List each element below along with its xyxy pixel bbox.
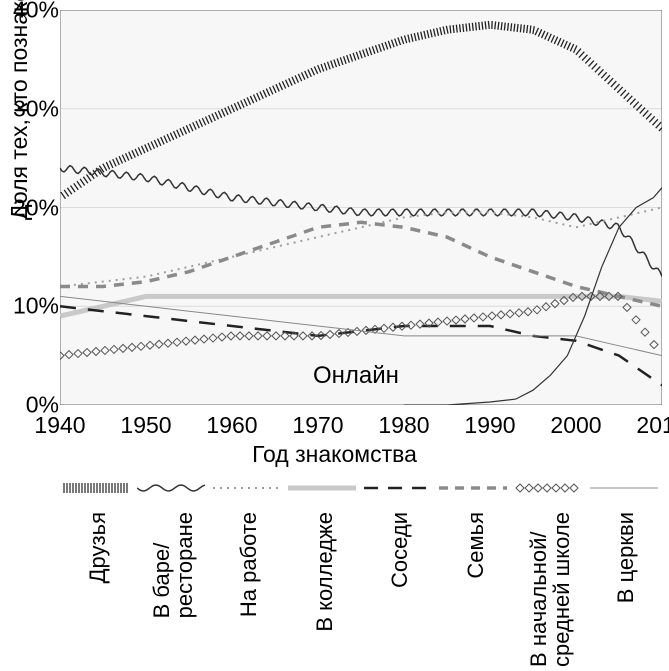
y-tick-label: 40%	[13, 0, 59, 24]
legend-swatch	[288, 480, 360, 504]
y-tick-label: 20%	[13, 194, 59, 221]
legend-item-church: В церкви	[590, 480, 662, 667]
chart-container: Доля тех, кто познакомился этим способом…	[0, 0, 669, 671]
x-tick-label: 1960	[206, 412, 257, 439]
x-tick-label: 1970	[292, 412, 343, 439]
legend-label: Друзья	[86, 512, 109, 583]
inline-annotation: Онлайн	[313, 362, 399, 390]
legend-item-bar_restaurant: В баре/ ресторане	[137, 480, 209, 667]
x-tick-label: 1940	[34, 412, 85, 439]
legend-label: В начальной/ средней школе	[527, 512, 573, 667]
x-tick-label: 2010	[636, 412, 669, 439]
legend-label: Соседи	[388, 512, 411, 588]
x-axis-label: Год знакомства	[0, 441, 669, 468]
legend-swatch	[515, 480, 587, 504]
legend: Друзья В баре/ ресторане На работе В коллед…	[62, 480, 662, 667]
legend-swatch	[364, 480, 436, 504]
legend-item-neighbors: Соседи	[364, 480, 436, 667]
y-tick-label: 30%	[13, 95, 59, 122]
x-tick-label: 1950	[120, 412, 171, 439]
legend-label: В баре/ ресторане	[150, 512, 196, 618]
legend-item-college: В колледже	[288, 480, 360, 667]
legend-item-school: В начальной/ средней школе	[515, 480, 587, 667]
legend-swatch	[590, 480, 662, 504]
legend-label: В колледже	[313, 512, 336, 632]
legend-label: Семья	[464, 512, 487, 579]
legend-swatch	[62, 480, 134, 504]
legend-label: В церкви	[614, 512, 637, 603]
x-tick-label: 1980	[378, 412, 429, 439]
legend-swatch	[439, 480, 511, 504]
x-tick-label: 2000	[550, 412, 601, 439]
legend-label: На работе	[237, 512, 260, 617]
legend-swatch	[137, 480, 209, 504]
y-tick-label: 10%	[13, 293, 59, 320]
legend-item-work: На работе	[213, 480, 285, 667]
x-tick-label: 1990	[464, 412, 515, 439]
legend-item-family: Семья	[439, 480, 511, 667]
legend-item-friends: Друзья	[62, 480, 134, 667]
plot-area	[60, 10, 662, 405]
legend-swatch	[213, 480, 285, 504]
